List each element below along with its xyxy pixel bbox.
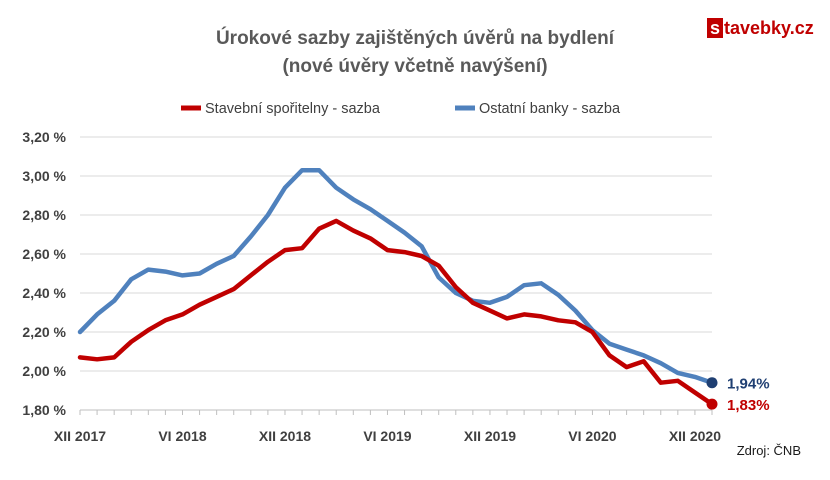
x-tick-label: XII 2018 [259,428,311,444]
legend-label-ostatni: Ostatní banky - sazba [479,101,621,117]
grid [80,136,712,372]
x-tick-label: XII 2019 [464,428,516,444]
chart-title: Úrokové sazby zajištěných úvěrů na bydle… [216,27,615,49]
stavebky-logo: s tavebky.cz [707,17,814,39]
end-marker-stavebni [706,398,718,410]
end-marker-ostatni [706,377,718,389]
y-tick-label: 2,80 % [22,207,66,223]
series-line-ostatni [77,167,715,385]
y-tick-label: 2,20 % [22,324,66,340]
source-note: Zdroj: ČNB [737,443,801,458]
series-lines [77,167,715,407]
logo-text: tavebky.cz [724,17,814,38]
logo-badge: s [707,18,724,38]
series-line-stavebni [77,218,715,407]
x-axis: XII 2017 VI 2018 XII 2018 VI 2019 XII 2019 VI… [54,409,721,444]
y-tick-label: 3,00 % [22,168,66,184]
y-tick-label: 2,60 % [22,246,66,262]
x-tick-label: VI 2018 [158,428,206,444]
x-tick-label: XII 2017 [54,428,106,444]
y-tick-label: 2,40 % [22,285,66,301]
y-axis: 1,80 % 2,00 % 2,20 % 2,40 % 2,60 % 2,80 % 3,00… [22,129,66,418]
legend-label-stavebni: Stavební spořitelny - sazba [205,101,381,117]
chart-subtitle: (nové úvěry včetně navýšení) [282,56,547,77]
x-tick-label: VI 2019 [363,428,411,444]
y-tick-label: 1,80 % [22,402,66,418]
y-tick-label: 3,20 % [22,129,66,145]
end-labels: 1,83% 1,94% [706,376,770,414]
y-tick-label: 2,00 % [22,363,66,379]
x-tick-label: VI 2020 [568,428,616,444]
x-tick-label: XII 2020 [669,428,721,444]
end-label-ostatni: 1,94% [727,376,770,393]
end-label-stavebni: 1,83% [727,397,770,414]
legend: Stavební spořitelny - sazba Ostatní bank… [181,101,621,117]
